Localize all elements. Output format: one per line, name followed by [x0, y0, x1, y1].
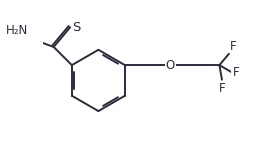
Text: F: F: [230, 40, 237, 53]
Text: H₂N: H₂N: [6, 24, 29, 37]
Text: S: S: [72, 21, 80, 34]
Text: O: O: [166, 59, 175, 72]
Text: F: F: [219, 82, 225, 95]
Text: F: F: [233, 66, 240, 79]
